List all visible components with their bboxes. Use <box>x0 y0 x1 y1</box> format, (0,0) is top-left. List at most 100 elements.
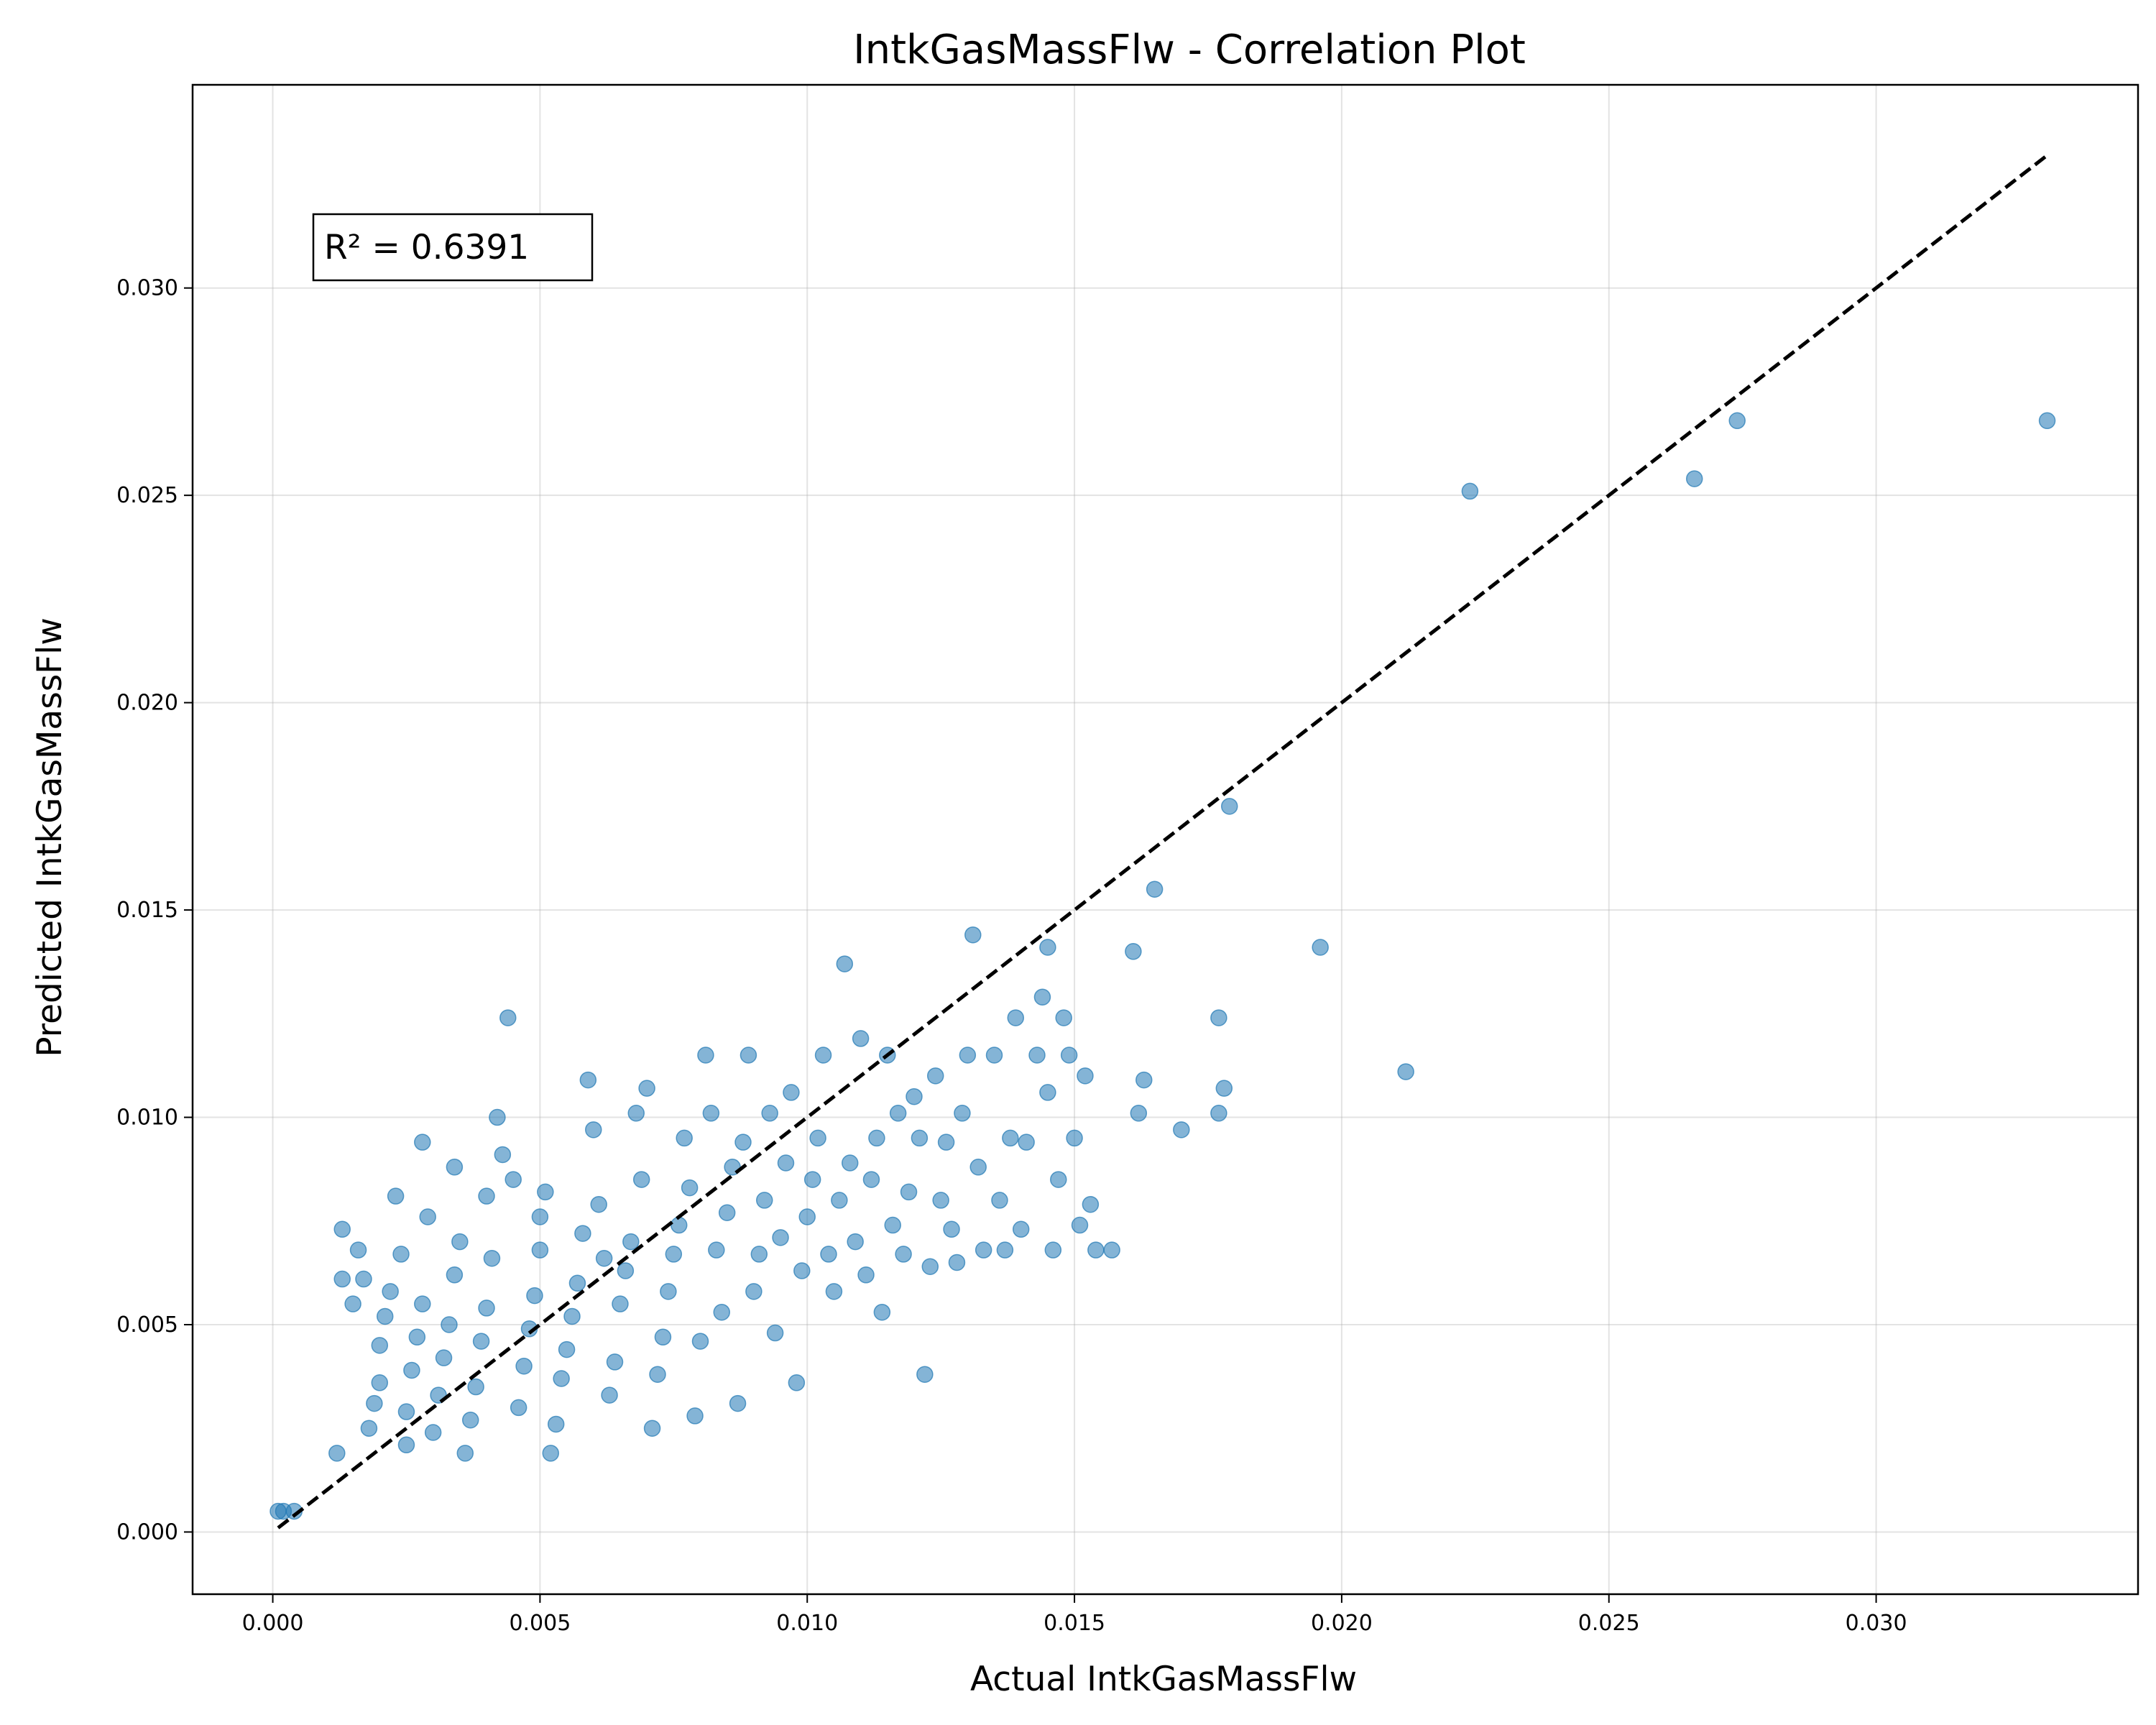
scatter-point <box>686 1407 704 1425</box>
y-tick-label: 0.015 <box>116 898 178 923</box>
scatter-point <box>932 1192 949 1209</box>
scatter-point <box>729 1394 747 1412</box>
scatter-point <box>627 1105 645 1122</box>
r-squared-box-frame <box>312 213 594 282</box>
chart-title: IntkGasMassFlw - Correlation Plot <box>853 27 1526 73</box>
scatter-point <box>558 1340 576 1358</box>
scatter-point <box>831 1192 848 1209</box>
scatter-point <box>505 1171 522 1188</box>
scatter-point <box>382 1283 399 1300</box>
scatter-point <box>333 1220 351 1238</box>
y-tick-label: 0.000 <box>116 1519 178 1545</box>
scatter-point <box>713 1303 730 1321</box>
scatter-point <box>996 1241 1014 1259</box>
scatter-point <box>1082 1195 1100 1213</box>
scatter-point <box>387 1187 405 1205</box>
scatter-point <box>798 1208 816 1225</box>
scatter-point <box>483 1249 501 1267</box>
scatter-point <box>585 1121 602 1138</box>
scatter-point <box>1397 1063 1414 1080</box>
x-axis-ticks: 0.000 0.005 0.010 0.015 0.020 0.025 0.030 <box>242 1594 1907 1636</box>
scatter-point <box>397 1403 415 1420</box>
scatter-point <box>606 1353 624 1371</box>
scatter-point <box>461 1411 479 1429</box>
y-tick-label: 0.030 <box>116 276 178 301</box>
scatter-point <box>916 1366 934 1383</box>
scatter-point <box>671 1216 688 1234</box>
scatter-point <box>333 1270 351 1288</box>
scatter-point <box>665 1246 683 1263</box>
scatter-point <box>414 1133 431 1151</box>
scatter-point <box>1039 939 1056 956</box>
grid <box>193 85 2138 1594</box>
scatter-point <box>691 1333 709 1350</box>
scatter-point <box>943 1220 960 1238</box>
scatter-point <box>472 1333 490 1350</box>
r-squared-box: R² = 0.6391 <box>312 213 594 282</box>
y-tick-label: 0.020 <box>116 691 178 716</box>
scatter-point <box>419 1208 436 1225</box>
scatter-point <box>969 1159 987 1176</box>
scatter-point <box>537 1183 554 1201</box>
scatter-point <box>847 1233 864 1251</box>
scatter-point <box>788 1374 806 1392</box>
scatter-point <box>441 1316 458 1333</box>
scatter-point <box>446 1266 464 1284</box>
scatter-point <box>1071 1216 1089 1234</box>
scatter-point <box>926 1067 944 1085</box>
scatter-point <box>553 1370 570 1387</box>
scatter-point <box>349 1241 367 1259</box>
scatter-point <box>654 1328 672 1346</box>
scatter-point <box>836 955 854 972</box>
scatter-point <box>900 1183 918 1201</box>
scatter-point <box>1312 939 1329 956</box>
scatter-point <box>408 1328 426 1346</box>
scatter-point <box>948 1254 966 1271</box>
scatter-point <box>632 1171 650 1188</box>
scatter-point <box>895 1246 912 1263</box>
scatter-point <box>649 1366 666 1383</box>
y-tick-label: 0.005 <box>116 1312 178 1338</box>
scatter-point <box>937 1133 955 1151</box>
scatter-point <box>793 1262 811 1279</box>
scatter-point <box>1077 1067 1094 1085</box>
scatter-point <box>676 1129 693 1147</box>
scatter-point <box>1130 1105 1148 1122</box>
scatter-point <box>755 1192 773 1209</box>
scatter-point <box>344 1295 361 1312</box>
scatter-point <box>531 1208 549 1225</box>
scatter-point <box>959 1046 977 1064</box>
scatter-point <box>1050 1171 1067 1188</box>
scatter-point <box>975 1241 992 1259</box>
scatter-point <box>435 1349 453 1366</box>
scatter-point <box>660 1283 677 1300</box>
scatter-point <box>451 1233 469 1251</box>
scatter-point <box>734 1133 752 1151</box>
scatter-point <box>1685 470 1703 487</box>
scatter-point <box>510 1399 528 1417</box>
plot-frame <box>191 83 2139 1596</box>
scatter-point <box>499 1009 517 1026</box>
scatter-point <box>478 1300 495 1317</box>
scatter-point <box>595 1249 613 1267</box>
scatter-point <box>1066 1129 1083 1147</box>
scatter-point <box>766 1324 784 1342</box>
scatter-point <box>424 1424 442 1441</box>
scatter-point <box>862 1171 880 1188</box>
scatter-point <box>1461 482 1479 500</box>
scatter-point <box>911 1129 929 1147</box>
y-tick-label: 0.010 <box>116 1105 178 1131</box>
scatter-point <box>579 1071 597 1089</box>
scatter-point <box>467 1378 484 1396</box>
scatter-point <box>547 1415 565 1433</box>
scatter-point <box>355 1270 372 1288</box>
x-tick-label: 0.025 <box>1578 1611 1640 1636</box>
scatter-point <box>1728 412 1746 430</box>
scatter-point <box>1146 880 1164 898</box>
scatter-point <box>403 1361 420 1379</box>
scatter-point <box>1028 1046 1046 1064</box>
scatter-point <box>397 1436 415 1454</box>
scatter-point <box>991 1192 1008 1209</box>
y-axis-label: Predicted IntkGasMassFlw <box>30 617 70 1057</box>
scatter-point <box>638 1080 655 1097</box>
